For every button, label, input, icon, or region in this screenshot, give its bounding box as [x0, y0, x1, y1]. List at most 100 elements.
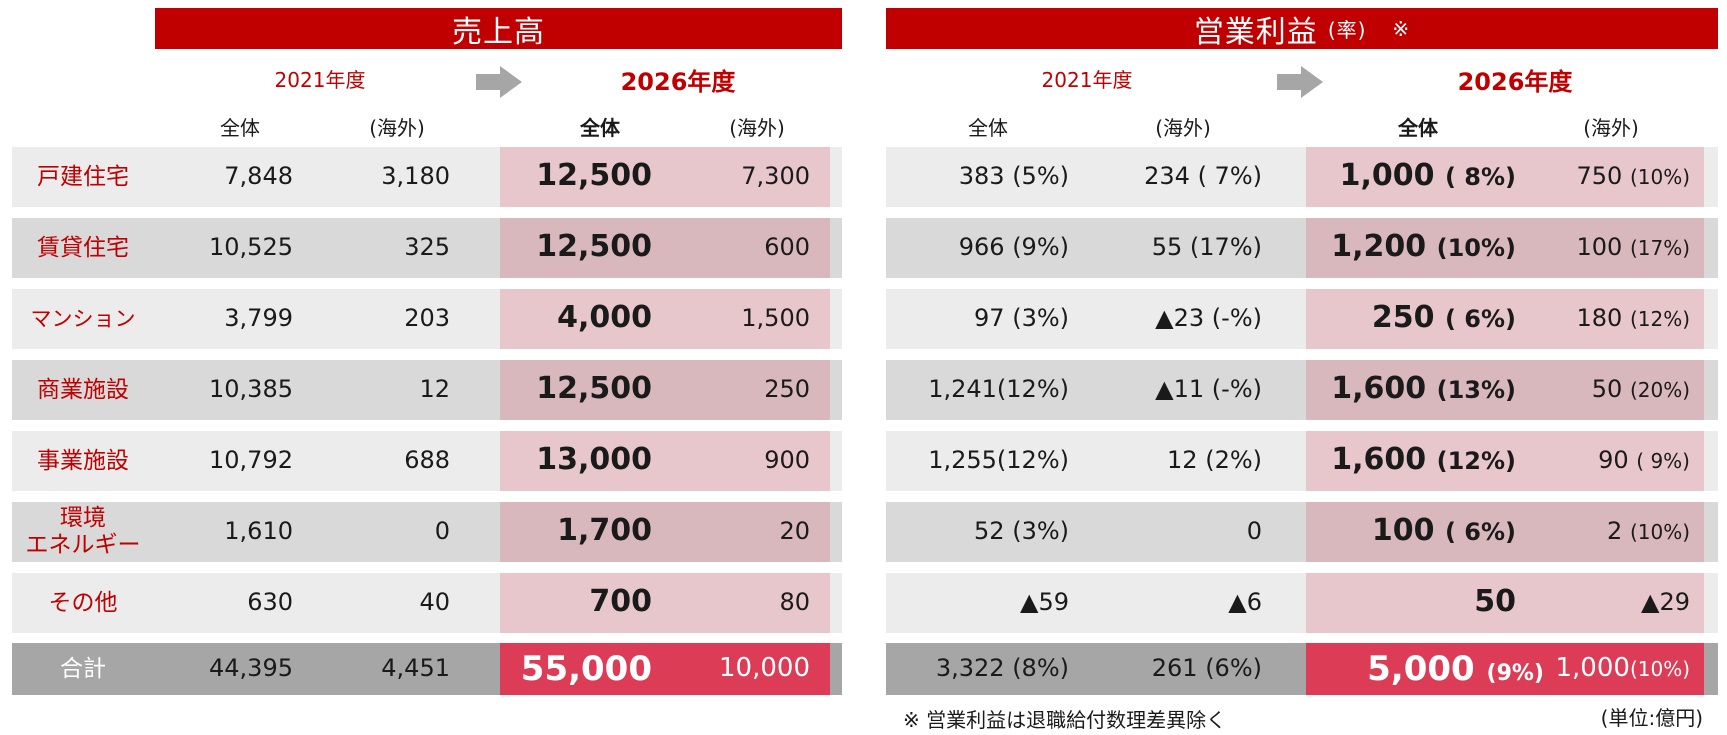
sales-2021-overseas: 12	[419, 375, 450, 403]
sales-2026-overseas: 20	[779, 517, 810, 545]
profit-2026-total: 250 ( 6%)	[1371, 300, 1516, 335]
profit-2026-overseas: 750 (10%)	[1576, 162, 1690, 190]
sales-2021-total: 7,848	[224, 162, 293, 190]
profit-2021-overseas: 234 ( 7%)	[1144, 162, 1262, 190]
row-label: 環境 エネルギー	[25, 505, 141, 558]
footnote: ※ 営業利益は退職給付数理差異除く	[903, 708, 1227, 732]
profit-2021-total: ▲59	[1020, 588, 1069, 616]
profit-2021-overseas: 0	[1246, 517, 1262, 545]
row-label: マンション	[30, 306, 136, 331]
profit-title-rate: (率)	[1327, 18, 1367, 42]
sales-2026-total: 12,500	[536, 371, 652, 406]
table-row: 戸建住宅 7,848 3,180 12,500 7,300 383 (5%) 2…	[0, 147, 1727, 207]
profit-title: 営業利益	[1193, 14, 1318, 50]
profit-2026-overseas: 180 (12%)	[1576, 304, 1690, 332]
sales-2021-total: 10,525	[209, 233, 293, 261]
sales-2021-overseas: 0	[434, 517, 450, 545]
profit-2026-overseas: ▲29	[1641, 588, 1690, 616]
profit-2021-total: 1,241(12%)	[928, 375, 1069, 403]
row-label: 合計	[60, 655, 106, 682]
sales-2026-total: 13,000	[536, 442, 652, 477]
table-row: 賃貸住宅 10,525 325 12,500 600 966 (9%) 55 (…	[0, 218, 1727, 278]
sales-2026-total: 700	[589, 584, 652, 619]
profit-2026-overseas-header: (海外)	[1583, 116, 1639, 140]
sales-2021-total-header: 全体	[220, 116, 260, 140]
sales-2026-overseas: 7,300	[741, 162, 810, 190]
table-row: マンション 3,799 203 4,000 1,500 97 (3%) ▲23 …	[0, 289, 1727, 349]
sales-year-from: 2021年度	[274, 68, 366, 92]
row-label: その他	[48, 589, 118, 616]
profit-2021-overseas: 12 (2%)	[1167, 446, 1262, 474]
sales-2026-total: 1,700	[557, 513, 652, 548]
profit-2026-overseas: 50 (20%)	[1591, 375, 1690, 403]
profit-2026-total: 1,600 (13%)	[1331, 371, 1516, 406]
profit-2021-total: 52 (3%)	[974, 517, 1069, 545]
profit-2026-overseas: 90 ( 9%)	[1598, 446, 1690, 474]
sales-2026-overseas-header: (海外)	[729, 116, 785, 140]
sales-2021-total: 3,799	[224, 304, 293, 332]
profit-2021-overseas-header: (海外)	[1155, 116, 1211, 140]
profit-2021-total: 97 (3%)	[974, 304, 1069, 332]
profit-2026-overseas: 1,000(10%)	[1555, 653, 1691, 683]
profit-2026-total-header: 全体	[1398, 116, 1438, 140]
sales-2021-total: 10,385	[209, 375, 293, 403]
profit-year-from: 2021年度	[1041, 68, 1133, 92]
profit-2026-total: 5,000 (9%)	[1367, 649, 1544, 689]
row-label: 戸建住宅	[37, 163, 129, 190]
sales-2026-overseas: 10,000	[719, 653, 810, 683]
row-label: 商業施設	[37, 376, 129, 403]
profit-2026-total: 100 ( 6%)	[1371, 513, 1516, 548]
sales-2021-overseas: 40	[419, 588, 450, 616]
profit-header-banner: 営業利益 (率) ※	[886, 8, 1718, 50]
sales-2026-overseas: 1,500	[741, 304, 810, 332]
sales-2021-overseas: 3,180	[381, 162, 450, 190]
row-label: 賃貸住宅	[37, 234, 129, 261]
profit-title-mark: ※	[1392, 16, 1411, 41]
profit-2026-overseas: 100 (17%)	[1576, 233, 1690, 261]
profit-2021-overseas: 55 (17%)	[1151, 233, 1262, 261]
sales-2021-total: 630	[247, 588, 293, 616]
sales-2021-overseas: 203	[404, 304, 450, 332]
unit-note: (単位:億円)	[1600, 706, 1703, 730]
profit-2026-total: 1,000 ( 8%)	[1339, 158, 1516, 193]
profit-2021-total: 383 (5%)	[958, 162, 1069, 190]
table-row-total: 合計 44,395 4,451 55,000 10,000 3,322 (8%)…	[0, 643, 1727, 695]
table-row: 商業施設 10,385 12 12,500 250 1,241(12%) ▲11…	[0, 360, 1727, 420]
profit-2026-total: 1,200 (10%)	[1331, 229, 1516, 264]
sales-2021-overseas: 688	[404, 446, 450, 474]
sales-2021-total: 44,395	[209, 654, 293, 682]
profit-2021-overseas: 261 (6%)	[1151, 654, 1262, 682]
sales-2026-total: 4,000	[557, 300, 652, 335]
profit-2026-total: 50	[1474, 584, 1516, 619]
sales-2026-overseas: 250	[764, 375, 810, 403]
profit-2021-total: 966 (9%)	[958, 233, 1069, 261]
profit-2021-overseas: ▲23 (-%)	[1155, 304, 1262, 332]
sales-2021-overseas-header: (海外)	[369, 116, 425, 140]
profit-2021-overseas: ▲6	[1228, 588, 1262, 616]
sales-2021-overseas: 4,451	[381, 654, 450, 682]
sales-2021-overseas: 325	[404, 233, 450, 261]
sales-2026-overseas: 900	[764, 446, 810, 474]
profit-2021-total-header: 全体	[968, 116, 1008, 140]
sales-2026-total: 12,500	[536, 229, 652, 264]
sales-2026-overseas: 80	[779, 588, 810, 616]
profit-2026-overseas: 2 (10%)	[1607, 517, 1690, 545]
profit-2021-total: 3,322 (8%)	[935, 654, 1069, 682]
table-row: 事業施設 10,792 688 13,000 900 1,255(12%) 12…	[0, 431, 1727, 491]
row-label: 事業施設	[37, 447, 129, 474]
table-row: その他 630 40 700 80 ▲59 ▲6 50 ▲29	[0, 573, 1727, 633]
sales-title: 売上高	[452, 14, 545, 50]
sales-2026-overseas: 600	[764, 233, 810, 261]
profit-2026-total: 1,600 (12%)	[1331, 442, 1516, 477]
profit-year-to: 2026年度	[1457, 68, 1573, 96]
sales-2021-total: 10,792	[209, 446, 293, 474]
sales-year-to: 2026年度	[620, 68, 736, 96]
profit-2021-overseas: ▲11 (-%)	[1155, 375, 1262, 403]
profit-2021-total: 1,255(12%)	[928, 446, 1069, 474]
sales-header-banner: 売上高	[155, 8, 842, 50]
sales-2026-total-header: 全体	[580, 116, 620, 140]
sales-2026-total: 12,500	[536, 158, 652, 193]
table-row: 環境 エネルギー 1,610 0 1,700 20 52 (3%) 0 100 …	[0, 502, 1727, 562]
sales-2021-total: 1,610	[224, 517, 293, 545]
sales-2026-total: 55,000	[520, 649, 652, 689]
